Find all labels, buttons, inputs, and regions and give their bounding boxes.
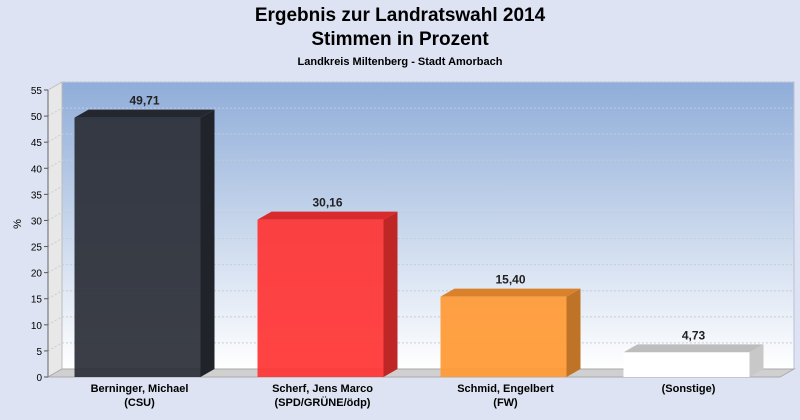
x-tick-label: Schmid, Engelbert: [457, 383, 554, 395]
grid-line: [47, 133, 794, 143]
y-axis-label: %: [12, 219, 24, 229]
data-label: 49,71: [129, 94, 159, 108]
bar-side: [749, 344, 764, 377]
bar: [74, 117, 201, 377]
bar-side: [200, 109, 215, 377]
bar: [440, 296, 567, 377]
chart-subtitle: Landkreis Miltenberg - Stadt Amorbach: [298, 56, 503, 68]
data-label: 30,16: [312, 196, 342, 210]
bar-top: [440, 288, 581, 297]
x-tick-label: (SPD/GRÜNE/ödp): [275, 396, 371, 409]
grid-line: [47, 238, 794, 247]
bar: [623, 352, 750, 377]
y-tick-label: 40: [31, 164, 43, 175]
bar: [257, 219, 384, 377]
bar-top: [623, 344, 764, 353]
chart-title-line2: Stimmen in Prozent: [311, 29, 489, 50]
bar-side: [566, 288, 581, 377]
y-tick-label: 55: [31, 86, 43, 97]
bar-side: [383, 211, 398, 377]
grid-line: [47, 211, 794, 221]
y-tick-label: 30: [31, 216, 43, 227]
y-tick-label: 45: [31, 138, 43, 149]
bar-top: [257, 211, 398, 220]
chart-title: Ergebnis zur Landratswahl 2014: [255, 5, 546, 26]
y-tick-label: 15: [31, 295, 43, 306]
y-tick-label: 35: [31, 190, 43, 201]
data-label: 15,40: [495, 273, 525, 287]
y-tick-label: 25: [31, 243, 43, 254]
x-tick-label: Scherf, Jens Marco: [272, 383, 373, 395]
data-label: 4,73: [682, 328, 706, 342]
y-tick-label: 0: [36, 373, 42, 384]
x-tick-label: (Sonstige): [662, 383, 716, 395]
y-tick-label: 5: [36, 347, 42, 358]
bar-top: [74, 109, 215, 118]
grid-line: [47, 81, 794, 91]
y-tick-label: 10: [31, 321, 43, 332]
grid-line: [47, 107, 794, 117]
left-wall: [47, 81, 63, 378]
x-tick-label: (CSU): [124, 397, 155, 409]
grid-line: [47, 159, 794, 169]
grid-line: [47, 185, 794, 195]
grid-line: [47, 264, 794, 274]
y-tick-label: 50: [31, 112, 43, 123]
y-tick-label: 20: [31, 269, 43, 280]
x-tick-label: (FW): [493, 397, 518, 409]
x-tick-label: Berninger, Michael: [91, 383, 189, 395]
